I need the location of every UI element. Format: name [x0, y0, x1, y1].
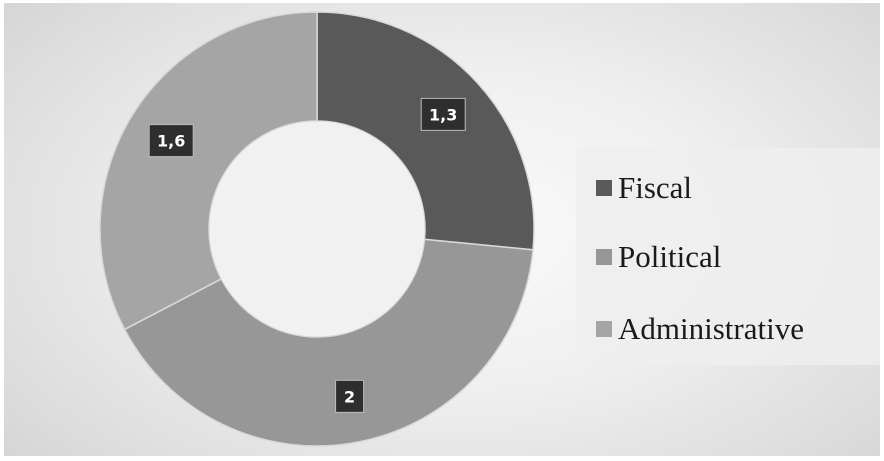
legend-label-fiscal: Fiscal [618, 170, 693, 205]
data-label-administrative: 1,6 [148, 124, 194, 158]
chart-area: 1,3 2 1,6 Fiscal Political Administrative [4, 3, 880, 456]
legend-item-fiscal: Fiscal [596, 168, 692, 208]
slice-administrative [99, 11, 318, 331]
data-label-text: 1,6 [157, 132, 185, 151]
legend-swatch-fiscal [596, 180, 612, 196]
data-label-box [335, 379, 365, 413]
legend-swatch-political [596, 249, 612, 265]
slice-political [123, 238, 534, 447]
legend-label-administrative: Administrative [618, 311, 804, 346]
legend-label-political: Political [618, 239, 722, 274]
legend-swatch-administrative [596, 321, 612, 337]
legend-item-political: Political [596, 237, 721, 277]
data-label-text: 2 [344, 387, 355, 406]
slice-fiscal [316, 11, 535, 251]
data-label-text: 1,3 [429, 105, 457, 124]
data-label-box [420, 97, 466, 131]
legend: Fiscal Political Administrative [576, 148, 880, 365]
data-label-box [148, 124, 194, 158]
data-label-fiscal: 1,3 [420, 97, 466, 131]
doughnut-hole [209, 121, 425, 337]
legend-item-administrative: Administrative [596, 309, 804, 349]
doughnut-chart: 1,3 2 1,6 [99, 11, 535, 447]
data-label-political: 2 [335, 379, 365, 413]
